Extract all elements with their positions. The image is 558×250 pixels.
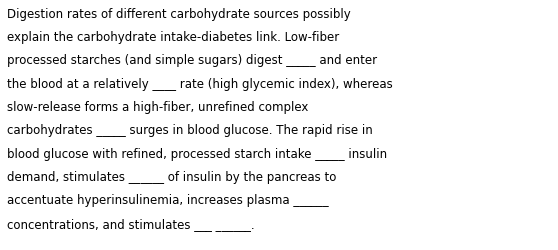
Text: concentrations, and stimulates ___ ______.: concentrations, and stimulates ___ _____… — [7, 217, 254, 230]
Text: demand, stimulates ______ of insulin by the pancreas to: demand, stimulates ______ of insulin by … — [7, 170, 336, 183]
Text: accentuate hyperinsulinemia, increases plasma ______: accentuate hyperinsulinemia, increases p… — [7, 194, 328, 206]
Text: processed starches (and simple sugars) digest _____ and enter: processed starches (and simple sugars) d… — [7, 54, 377, 67]
Text: carbohydrates _____ surges in blood glucose. The rapid rise in: carbohydrates _____ surges in blood gluc… — [7, 124, 372, 137]
Text: the blood at a relatively ____ rate (high glycemic index), whereas: the blood at a relatively ____ rate (hig… — [7, 77, 392, 90]
Text: slow-release forms a high-fiber, unrefined complex: slow-release forms a high-fiber, unrefin… — [7, 100, 308, 114]
Text: blood glucose with refined, processed starch intake _____ insulin: blood glucose with refined, processed st… — [7, 147, 387, 160]
Text: explain the carbohydrate intake-diabetes link. Low-fiber: explain the carbohydrate intake-diabetes… — [7, 31, 339, 44]
Text: Digestion rates of different carbohydrate sources possibly: Digestion rates of different carbohydrat… — [7, 8, 350, 20]
